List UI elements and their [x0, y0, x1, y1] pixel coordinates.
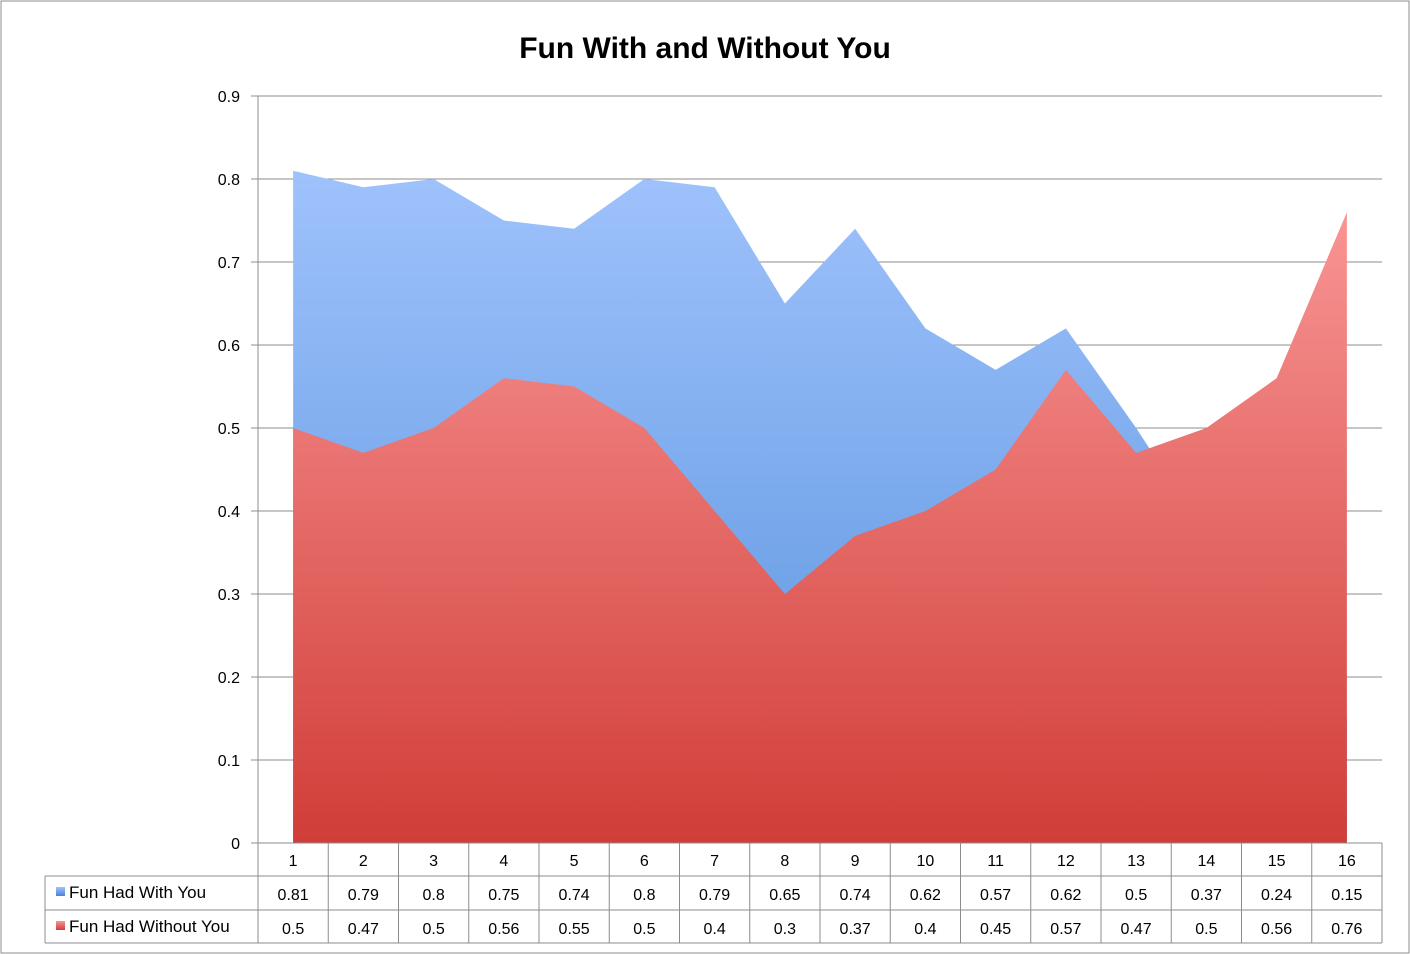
data-value-label: 0.75 — [488, 887, 519, 904]
series-areas — [293, 170, 1347, 843]
data-value-label: 0.37 — [1191, 887, 1222, 904]
legend-entry: Fun Had With You — [69, 883, 206, 902]
data-value-label: 0.37 — [840, 921, 871, 938]
y-axis: 0 0.1 0.2 0.3 0.4 0.5 0.6 0.7 0.8 0.9 — [218, 89, 259, 853]
data-value-label: 0.45 — [980, 921, 1011, 938]
data-value-label: 0.56 — [1261, 921, 1292, 938]
y-tick-label: 0.1 — [218, 753, 240, 770]
data-value-label: 0.8 — [633, 887, 655, 904]
data-value-label: 0.62 — [910, 887, 941, 904]
y-tick-label: 0.7 — [218, 255, 240, 272]
data-value-label: 0.57 — [980, 887, 1011, 904]
x-category-label: 8 — [780, 853, 789, 870]
data-value-label: 0.74 — [840, 887, 871, 904]
data-value-label: 0.8 — [423, 887, 445, 904]
data-value-label: 0.5 — [633, 921, 655, 938]
data-value-label: 0.47 — [1121, 921, 1152, 938]
data-value-label: 0.57 — [1050, 921, 1081, 938]
x-category-label: 6 — [640, 853, 649, 870]
x-category-label: 11 — [987, 853, 1004, 870]
x-category-label: 12 — [1057, 853, 1075, 870]
x-category-label: 15 — [1268, 853, 1286, 870]
y-tick-label: 0.2 — [218, 670, 240, 687]
y-tick-label: 0.6 — [218, 338, 240, 355]
data-value-label: 0.24 — [1261, 887, 1292, 904]
x-category-label: 10 — [916, 853, 934, 870]
data-value-label: 0.3 — [774, 921, 796, 938]
data-value-label: 0.5 — [1125, 887, 1147, 904]
data-value-label: 0.55 — [559, 921, 590, 938]
data-value-label: 0.79 — [699, 887, 730, 904]
x-category-label: 16 — [1338, 853, 1356, 870]
x-category-label: 14 — [1197, 853, 1215, 870]
chart-title: Fun With and Without You — [519, 32, 891, 65]
x-category-label: 5 — [570, 853, 579, 870]
x-category-label: 1 — [289, 853, 298, 870]
y-tick-label: 0.3 — [218, 587, 240, 604]
series-area-without-you — [293, 212, 1347, 843]
data-value-label: 0.79 — [348, 887, 379, 904]
legend-swatch — [56, 921, 65, 930]
y-tick-label: 0.5 — [218, 421, 240, 438]
y-tick-label: 0.8 — [218, 172, 240, 189]
x-category-label: 7 — [710, 853, 719, 870]
legend-swatch — [56, 887, 65, 896]
data-value-label: 0.56 — [488, 921, 519, 938]
data-value-label: 0.5 — [423, 921, 445, 938]
data-value-label: 0.76 — [1331, 921, 1362, 938]
y-tick-label: 0 — [231, 836, 240, 853]
y-tick-label: 0.9 — [218, 89, 240, 106]
data-value-label: 0.5 — [282, 921, 304, 938]
x-category-label: 13 — [1127, 853, 1145, 870]
data-value-label: 0.5 — [1195, 921, 1217, 938]
data-value-label: 0.65 — [769, 887, 800, 904]
data-value-label: 0.15 — [1331, 887, 1362, 904]
y-tick-label: 0.4 — [218, 504, 240, 521]
data-value-label: 0.4 — [704, 921, 726, 938]
x-category-label: 3 — [429, 853, 438, 870]
data-value-label: 0.74 — [559, 887, 590, 904]
data-value-label: 0.81 — [278, 887, 309, 904]
legend-entry: Fun Had Without You — [69, 917, 230, 936]
x-category-label: 2 — [359, 853, 368, 870]
data-value-label: 0.47 — [348, 921, 379, 938]
x-category-label: 9 — [851, 853, 860, 870]
data-value-label: 0.4 — [914, 921, 936, 938]
data-value-label: 0.62 — [1050, 887, 1081, 904]
x-category-label: 4 — [499, 853, 508, 870]
